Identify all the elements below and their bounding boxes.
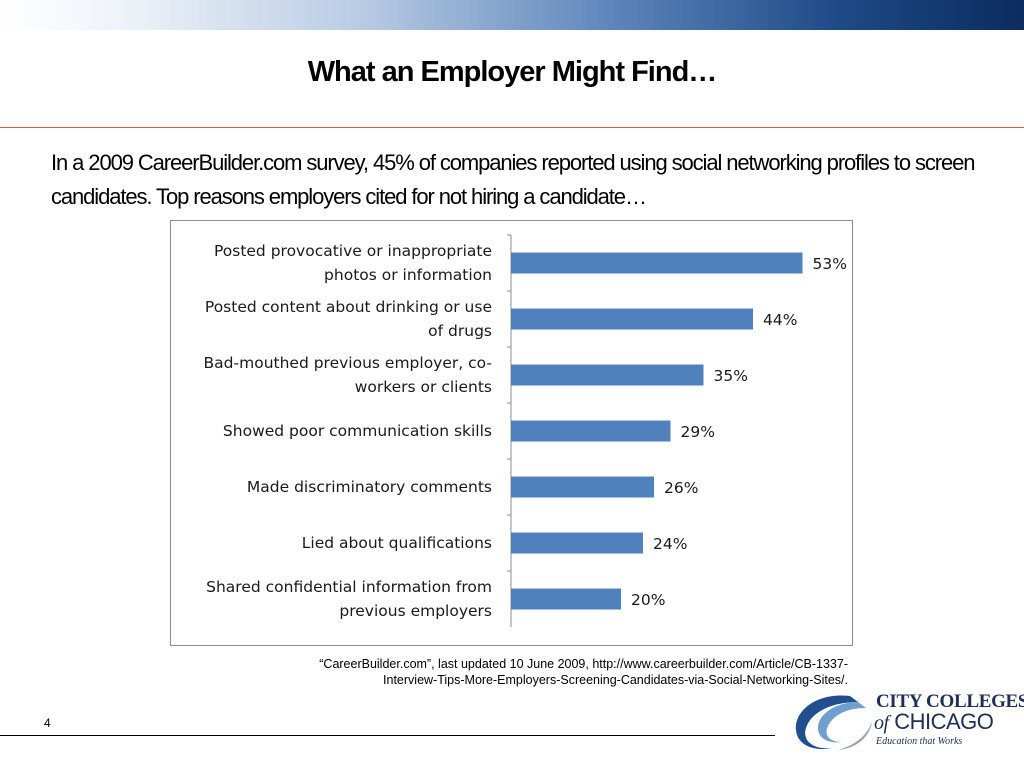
- intro-paragraph: In a 2009 CareerBuilder.com survey, 45% …: [51, 150, 976, 209]
- bar-value-label: 29%: [681, 423, 715, 441]
- slide-title: What an Employer Might Find…: [307, 56, 718, 88]
- bar-chart-canvas: 53% Posted provocative or inappropriate ph…: [204, 234, 847, 627]
- bar-value-label: 44%: [763, 311, 797, 329]
- bar: [511, 252, 803, 274]
- bar-value-label: 20%: [631, 591, 665, 609]
- category-label: Made discriminatory comments: [247, 478, 492, 496]
- category-label: Posted provocative or inappropriate: [214, 242, 492, 260]
- bar-value-label: 24%: [653, 535, 687, 553]
- logo-text-chicago: CHICAGO: [894, 709, 994, 734]
- bar-value-label: 26%: [664, 479, 698, 497]
- bar-chart: 53% Posted provocative or inappropriate ph…: [170, 220, 853, 646]
- category-label: photos or information: [324, 266, 492, 284]
- category-label: previous employers: [339, 602, 492, 620]
- category-label: Lied about qualifications: [302, 534, 492, 552]
- bar: [511, 476, 654, 498]
- footer-divider: [0, 735, 775, 736]
- bar: [511, 588, 621, 610]
- logo-text-of: of: [874, 712, 889, 734]
- logo-tagline: Education that Works: [876, 736, 963, 747]
- bar: [511, 364, 704, 386]
- category-label: of drugs: [428, 322, 492, 340]
- category-label: Bad-mouthed previous employer, co-: [204, 354, 492, 372]
- slide-number: 4: [44, 716, 51, 730]
- title-divider: [0, 127, 1024, 128]
- logo-swoosh-icon: [795, 695, 872, 750]
- category-label: Posted content about drinking or use: [205, 298, 492, 316]
- header-gradient-band: [0, 0, 1024, 30]
- category-label: workers or clients: [355, 378, 492, 396]
- bar-value-label: 35%: [714, 367, 748, 385]
- logo-text-city-colleges: CITY COLLEGES: [876, 691, 1024, 712]
- category-label: Shared confidential information from: [206, 578, 492, 596]
- source-citation: “CareerBuilder.com”, last updated 10 Jun…: [319, 657, 848, 687]
- city-colleges-logo: CITY COLLEGES of CHICAGO Education that …: [788, 688, 1024, 754]
- category-label: Showed poor communication skills: [223, 422, 492, 440]
- bar: [511, 420, 671, 442]
- bar-value-label: 53%: [813, 255, 847, 273]
- bar: [511, 532, 643, 554]
- logo-text-of-chicago: of CHICAGO: [874, 709, 994, 735]
- bar: [511, 308, 753, 330]
